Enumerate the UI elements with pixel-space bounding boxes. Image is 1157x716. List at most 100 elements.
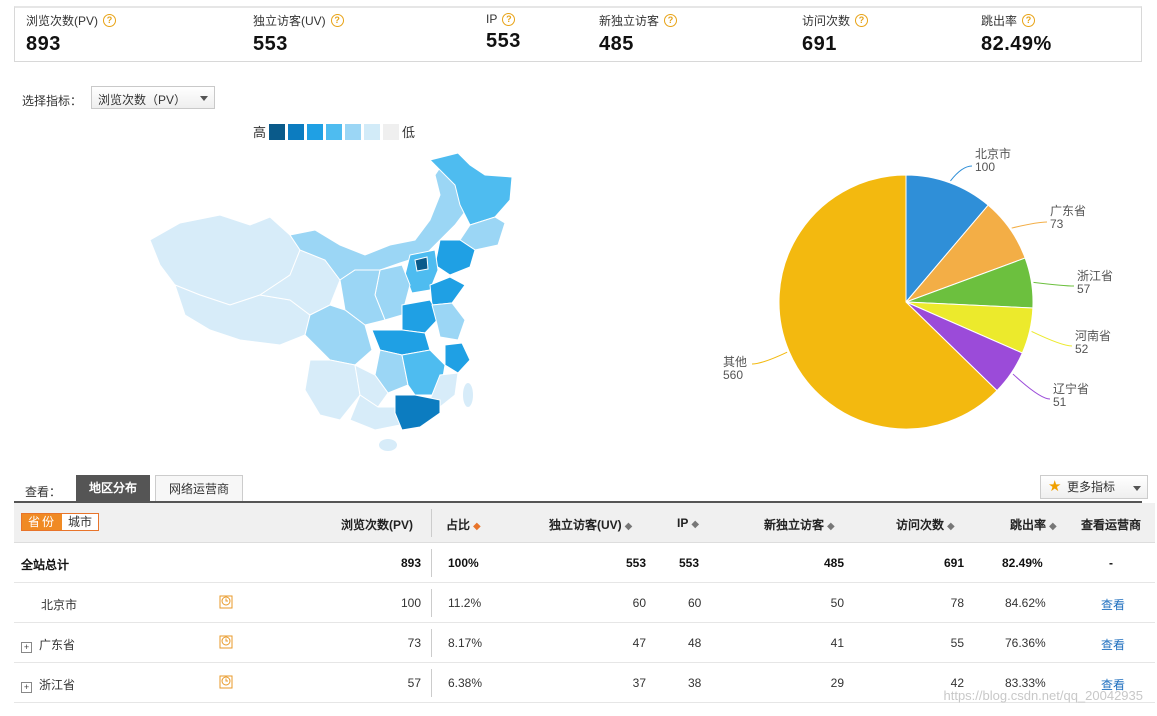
cell-ip: 60 [688,596,702,610]
cell-visits: 55 [950,636,964,650]
view-isp-link[interactable]: 查看 [1101,678,1126,692]
metric-select[interactable]: 浏览次数（PV） [91,86,215,109]
help-icon[interactable]: ? [103,14,117,27]
cell-pv: 100 [400,596,421,610]
pie-leader-line [950,165,973,182]
pie-slice[interactable] [778,174,998,430]
column-divider [431,509,432,537]
help-icon[interactable]: ? [330,14,344,27]
cell-new: 485 [823,556,844,570]
map-region [429,372,459,408]
cell-new: 50 [830,596,844,610]
map-legend: 高 低 [253,122,415,141]
pie-label-value: 100 [975,160,995,174]
cell-visits: 691 [943,556,964,570]
cell-uv: 553 [625,556,646,570]
stat-value: 485 [599,33,634,55]
legend-swatch [326,123,343,140]
column-divider [431,549,432,577]
stats-bar: 浏览次数(PV)? 893 独立访客(UV)? 553 IP? 553 新独立访… [14,6,1142,62]
legend-swatch [288,123,305,140]
pie-label-value: 560 [723,368,743,382]
col-pv[interactable]: 浏览次数(PV) [341,518,414,532]
stat-visits: 访问次数? 691 [802,12,869,56]
pie-label-value: 51 [1053,395,1067,409]
trend-icon[interactable] [219,593,233,609]
trend-icon[interactable] [219,633,233,649]
china-map[interactable] [140,145,530,455]
pie-label-name: 广东省 [1050,204,1086,218]
col-uv[interactable]: 独立访客(UV) ◆ [549,518,633,532]
cell-bounce: 83.33% [1005,676,1046,690]
pie-leader-line [1012,373,1051,400]
help-icon[interactable]: ? [502,12,516,26]
pie-label-value: 73 [1050,217,1064,231]
stat-label: 独立访客(UV) [253,14,326,28]
cell-ratio: 6.38% [448,676,483,690]
col-new[interactable]: 新独立访客 ◆ [764,518,835,532]
cell-ip: 553 [679,556,700,570]
map-region [431,302,466,341]
pie-leader-line [751,351,788,365]
stat-value: 553 [486,30,521,52]
cell-bounce: 84.62% [1005,596,1046,610]
pie-label-value: 57 [1077,282,1091,296]
stat-value: 691 [802,33,837,55]
table-row: + 广东省 73 8.17% 47 48 41 55 76.36% 查看 [14,623,1155,663]
more-metrics-button[interactable]: ★ 更多指标 [1040,475,1148,499]
map-region [379,439,397,451]
column-divider [431,629,432,657]
col-ip[interactable]: IP ◆ [677,516,700,530]
stat-value: 893 [26,33,61,55]
sort-icon: ◆ [624,521,633,532]
pie-leader-line [1031,331,1073,347]
sort-icon: ◆ [691,519,700,530]
cell-new: 29 [830,676,844,690]
pie-leader-line [1033,281,1075,287]
help-icon[interactable]: ? [855,14,869,27]
map-region [304,359,361,421]
col-isp: 查看运营商 [1081,518,1142,532]
trend-icon[interactable] [219,673,233,689]
table-row: 北京市 100 11.2% 60 60 50 78 84.62% 查看 [14,583,1155,623]
tab-isp[interactable]: 网络运营商 [155,475,243,501]
toggle-province[interactable]: 省份 [22,514,63,530]
pie-label-name: 浙江省 [1077,269,1113,283]
province-city-toggle[interactable]: 省份 城市 [21,513,100,531]
help-icon[interactable]: ? [1022,14,1036,27]
map-region [463,383,473,407]
row-name: 北京市 [41,598,78,612]
expand-icon[interactable]: + [21,682,32,693]
stat-label: 访问次数 [802,14,851,28]
sort-icon: ◆ [827,521,835,532]
stat-bounce: 跳出率? 82.49% [981,12,1052,56]
stat-pv: 浏览次数(PV)? 893 [26,12,117,56]
chevron-down-icon [200,96,208,101]
expand-icon[interactable]: + [21,642,32,653]
stat-uv: 独立访客(UV)? 553 [253,12,344,56]
tab-region[interactable]: 地区分布 [76,475,150,501]
help-icon[interactable]: ? [664,14,678,27]
view-isp-link[interactable]: 查看 [1101,638,1126,652]
col-ratio[interactable]: 占比 ◆ [446,518,481,532]
col-bounce[interactable]: 跳出率 ◆ [1010,518,1057,532]
legend-swatch [307,123,324,140]
map-region [429,276,466,306]
watermark: https://blog.csdn.net/qq_20042935 [943,688,1144,703]
map-region [394,394,441,431]
map-region [374,349,409,394]
pie-slice[interactable] [905,174,989,304]
pie-label-value: 52 [1075,342,1089,356]
row-name: 广东省 [39,638,76,652]
toggle-city[interactable]: 城市 [62,514,99,530]
view-isp-link[interactable]: 查看 [1101,598,1126,612]
cell-ip: 48 [688,636,702,650]
legend-swatch [345,123,362,140]
cell-uv: 47 [632,636,646,650]
cell-visits: 42 [950,676,964,690]
sort-icon: ◆ [947,521,955,532]
col-visits[interactable]: 访问次数 ◆ [896,518,955,532]
row-name-wrap: + 广东省 [21,636,75,653]
map-region [414,256,429,272]
